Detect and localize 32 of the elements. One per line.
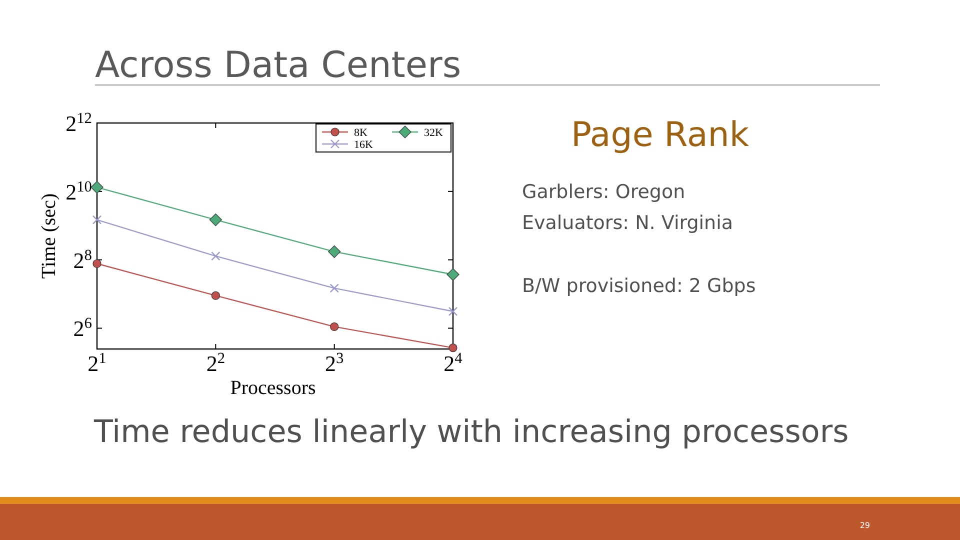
x-tick-label: 2$^{4}$: [444, 350, 463, 376]
point: [330, 322, 339, 331]
y-tick-label: 2$^{12}$: [66, 110, 92, 136]
text: Page Rank: [570, 115, 750, 155]
legend-label: 8K: [354, 127, 368, 139]
point: [211, 291, 220, 300]
text: 29: [860, 521, 870, 530]
point: [328, 245, 341, 258]
point: [90, 180, 104, 194]
chart-title: Across Data Centers: [95, 45, 462, 86]
point: [209, 213, 222, 226]
y-tick-label: 2$^{8}$: [73, 246, 92, 273]
point: [92, 215, 102, 224]
text: Garblers: Oregon: [522, 181, 686, 203]
x-axis-title: Processors: [230, 377, 316, 399]
text: Evaluators: N. Virginia: [522, 212, 734, 234]
x-tick-label: 2$^{3}$: [324, 350, 344, 376]
point: [92, 259, 102, 268]
point: [448, 306, 458, 316]
y-axis-title: Time (sec): [38, 193, 60, 279]
text: Time reduces linearly with increasing processors: [93, 414, 849, 450]
x-tick-label: 2$^{1}$: [88, 350, 106, 376]
legend-label: 16K: [354, 139, 373, 151]
point: [448, 344, 458, 352]
legend-label: 32K: [424, 127, 443, 139]
point: [211, 252, 220, 261]
y-tick-label: 2$^{10}$: [66, 178, 92, 204]
x-tick-label: 2$^{2}$: [206, 350, 226, 376]
point: [446, 268, 460, 281]
text: B/W provisioned: 2 Gbps: [522, 275, 756, 297]
y-tick-label: 2$^{6}$: [73, 314, 92, 342]
point: [330, 284, 339, 293]
